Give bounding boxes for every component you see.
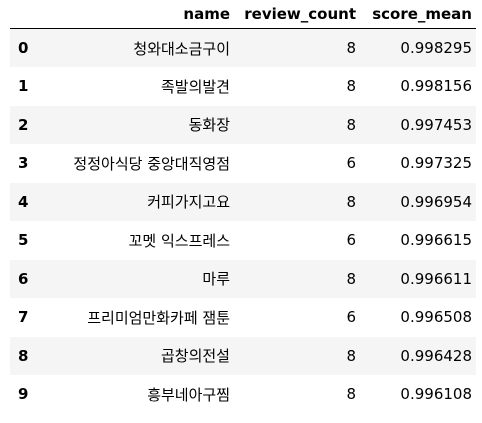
row-index: 5 <box>18 231 29 250</box>
cell-review-count: 6 <box>346 231 356 250</box>
table-row: 2 동화장 8 0.997453 <box>10 105 476 144</box>
table-row: 6 마루 8 0.996611 <box>10 259 476 298</box>
cell-review-count: 8 <box>346 77 356 96</box>
column-header-name: name <box>40 0 234 29</box>
cell-review-count: 8 <box>346 192 356 211</box>
row-index: 7 <box>18 308 29 327</box>
cell-score-mean: 0.998295 <box>400 39 472 57</box>
cell-name: 프리미엄만화카페 잼툰 <box>87 308 230 327</box>
table-row: 8 곱창의전설 8 0.996428 <box>10 336 476 375</box>
cell-name: 꼬멧 익스프레스 <box>128 231 230 250</box>
cell-name: 마루 <box>202 270 230 289</box>
dataframe-table: name review_count score_mean 0 청와대소금구이 8… <box>10 0 476 414</box>
index-header <box>10 0 40 29</box>
cell-score-mean: 0.996508 <box>400 308 472 327</box>
cell-review-count: 6 <box>346 154 356 173</box>
cell-score-mean: 0.996428 <box>400 346 472 365</box>
cell-name: 청와대소금구이 <box>133 39 230 58</box>
column-header-score-mean: score_mean <box>360 0 476 29</box>
cell-review-count: 6 <box>346 308 356 327</box>
cell-score-mean: 0.997453 <box>400 115 472 134</box>
cell-score-mean: 0.996615 <box>400 231 472 250</box>
cell-score-mean: 0.996954 <box>400 192 472 211</box>
cell-review-count: 8 <box>346 115 356 134</box>
cell-name: 정정아식당 중앙대직영점 <box>73 154 230 173</box>
table-header: name review_count score_mean <box>10 0 476 29</box>
dataframe-output: name review_count score_mean 0 청와대소금구이 8… <box>10 0 476 414</box>
cell-score-mean: 0.996108 <box>400 385 472 404</box>
table-row: 4 커피가지고요 8 0.996954 <box>10 182 476 221</box>
row-index: 4 <box>18 192 29 211</box>
cell-review-count: 8 <box>346 269 356 288</box>
table-row: 1 족발의발견 8 0.998156 <box>10 67 476 106</box>
row-index: 8 <box>18 346 29 365</box>
cell-score-mean: 0.997325 <box>400 154 472 173</box>
cell-name: 곱창의전설 <box>160 347 230 366</box>
cell-review-count: 8 <box>346 346 356 365</box>
column-header-review-count: review_count <box>234 0 360 29</box>
table-row: 3 정정아식당 중앙대직영점 6 0.997325 <box>10 144 476 183</box>
header-row: name review_count score_mean <box>10 0 476 29</box>
row-index: 0 <box>18 39 29 57</box>
row-index: 3 <box>18 154 29 173</box>
row-index: 2 <box>18 115 29 134</box>
table-row: 5 꼬멧 익스프레스 6 0.996615 <box>10 221 476 260</box>
cell-score-mean: 0.998156 <box>400 77 472 96</box>
cell-name: 동화장 <box>188 116 230 135</box>
cell-name: 흥부네아구찜 <box>147 385 230 404</box>
row-index: 1 <box>18 77 29 96</box>
cell-score-mean: 0.996611 <box>400 269 472 288</box>
table-body: 0 청와대소금구이 8 0.998295 1 족발의발견 8 0.998156 … <box>10 28 476 414</box>
cell-review-count: 8 <box>346 39 356 57</box>
row-index: 9 <box>18 385 29 404</box>
cell-name: 커피가지고요 <box>147 193 230 212</box>
cell-name: 족발의발견 <box>160 77 230 96</box>
table-row: 0 청와대소금구이 8 0.998295 <box>10 28 476 67</box>
row-index: 6 <box>18 269 29 288</box>
table-row: 7 프리미엄만화카페 잼툰 6 0.996508 <box>10 298 476 337</box>
cell-review-count: 8 <box>346 385 356 404</box>
table-row: 9 흥부네아구찜 8 0.996108 <box>10 375 476 414</box>
